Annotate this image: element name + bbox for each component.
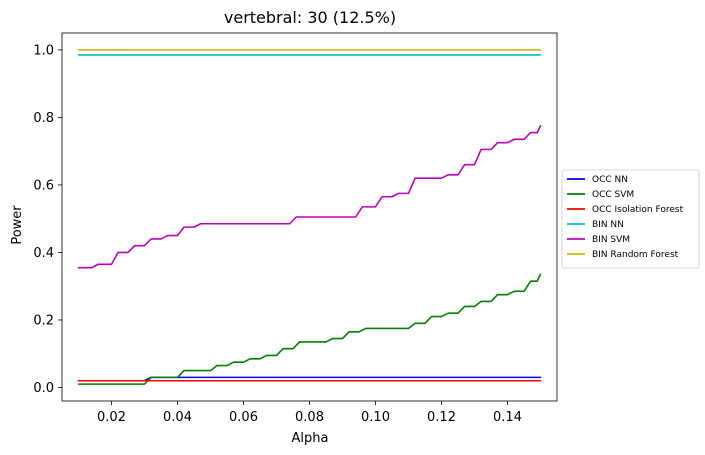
y-tick-label: 0.6 — [33, 178, 54, 193]
x-tick-label: 0.04 — [163, 410, 192, 425]
series-layer — [77, 49, 542, 385]
x-tick-label: 0.02 — [97, 410, 126, 425]
x-tick-label: 0.14 — [493, 410, 522, 425]
legend-label: OCC NN — [592, 175, 628, 185]
y-tick-label: 0.0 — [33, 381, 54, 396]
legend-label: BIN SVM — [592, 235, 630, 245]
chart-title: vertebral: 30 (12.5%) — [224, 8, 396, 27]
legend-label: OCC Isolation Forest — [592, 205, 684, 215]
axes-layer: 0.02 0.04 0.06 0.08 0.10 0.12 0.14 0.0 0.2 0.4 0.6… — [33, 32, 558, 425]
legend-box — [561, 169, 700, 269]
x-tick-label: 0.10 — [361, 410, 390, 425]
y-tick-label: 1.0 — [33, 43, 54, 58]
y-tick-label: 0.8 — [33, 111, 54, 126]
x-tick-label: 0.12 — [427, 410, 456, 425]
series-line-bin-svm — [77, 125, 542, 269]
legend: OCC NN OCC SVM OCC Isolation Forest BIN NN B… — [561, 169, 700, 269]
y-tick-label: 0.4 — [33, 246, 54, 261]
legend-label: BIN Random Forest — [592, 250, 679, 260]
legend-label: BIN NN — [592, 220, 624, 230]
y-tick-label: 0.2 — [33, 313, 54, 328]
x-tick-label: 0.06 — [229, 410, 258, 425]
y-axis-label: Power — [10, 205, 25, 245]
legend-label: OCC SVM — [592, 190, 634, 200]
series-line-occ-svm — [77, 273, 542, 385]
x-axis-label: Alpha — [292, 431, 329, 446]
x-tick-label: 0.08 — [295, 410, 324, 425]
